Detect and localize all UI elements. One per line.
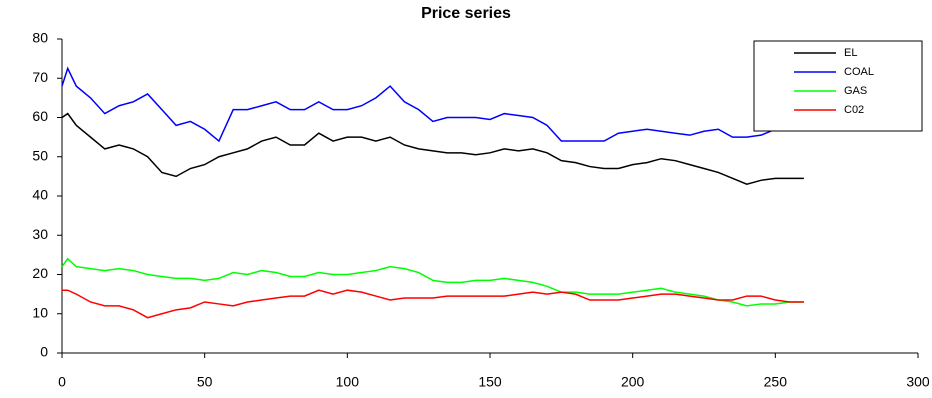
x-tick-label: 250 — [764, 374, 788, 390]
x-tick-label: 50 — [197, 374, 213, 390]
legend-label: GAS — [844, 85, 867, 97]
legend-label: EL — [844, 47, 857, 59]
x-tick-label: 150 — [478, 374, 502, 390]
legend-label: COAL — [844, 66, 874, 78]
series-line — [61, 257, 804, 307]
y-tick-label: 50 — [32, 147, 48, 163]
y-tick-label: 10 — [32, 304, 48, 320]
y-tick-label: 40 — [32, 187, 48, 203]
series-line — [61, 66, 791, 143]
y-tick-label: 70 — [32, 69, 48, 85]
legend-label: C02 — [844, 104, 864, 116]
x-tick-label: 200 — [621, 374, 645, 390]
legend-box — [753, 40, 923, 132]
y-tick-label: 80 — [32, 30, 48, 46]
y-tick-label: 20 — [32, 265, 48, 281]
y-tick-label: 60 — [32, 108, 48, 124]
x-tick-label: 300 — [906, 374, 930, 390]
chart-title: Price series — [421, 5, 511, 22]
series-line — [62, 289, 804, 319]
series-line — [61, 112, 804, 186]
y-tick-label: 30 — [32, 226, 48, 242]
x-tick-label: 0 — [58, 374, 66, 390]
y-tick-label: 0 — [40, 344, 48, 360]
x-tick-label: 100 — [336, 374, 360, 390]
